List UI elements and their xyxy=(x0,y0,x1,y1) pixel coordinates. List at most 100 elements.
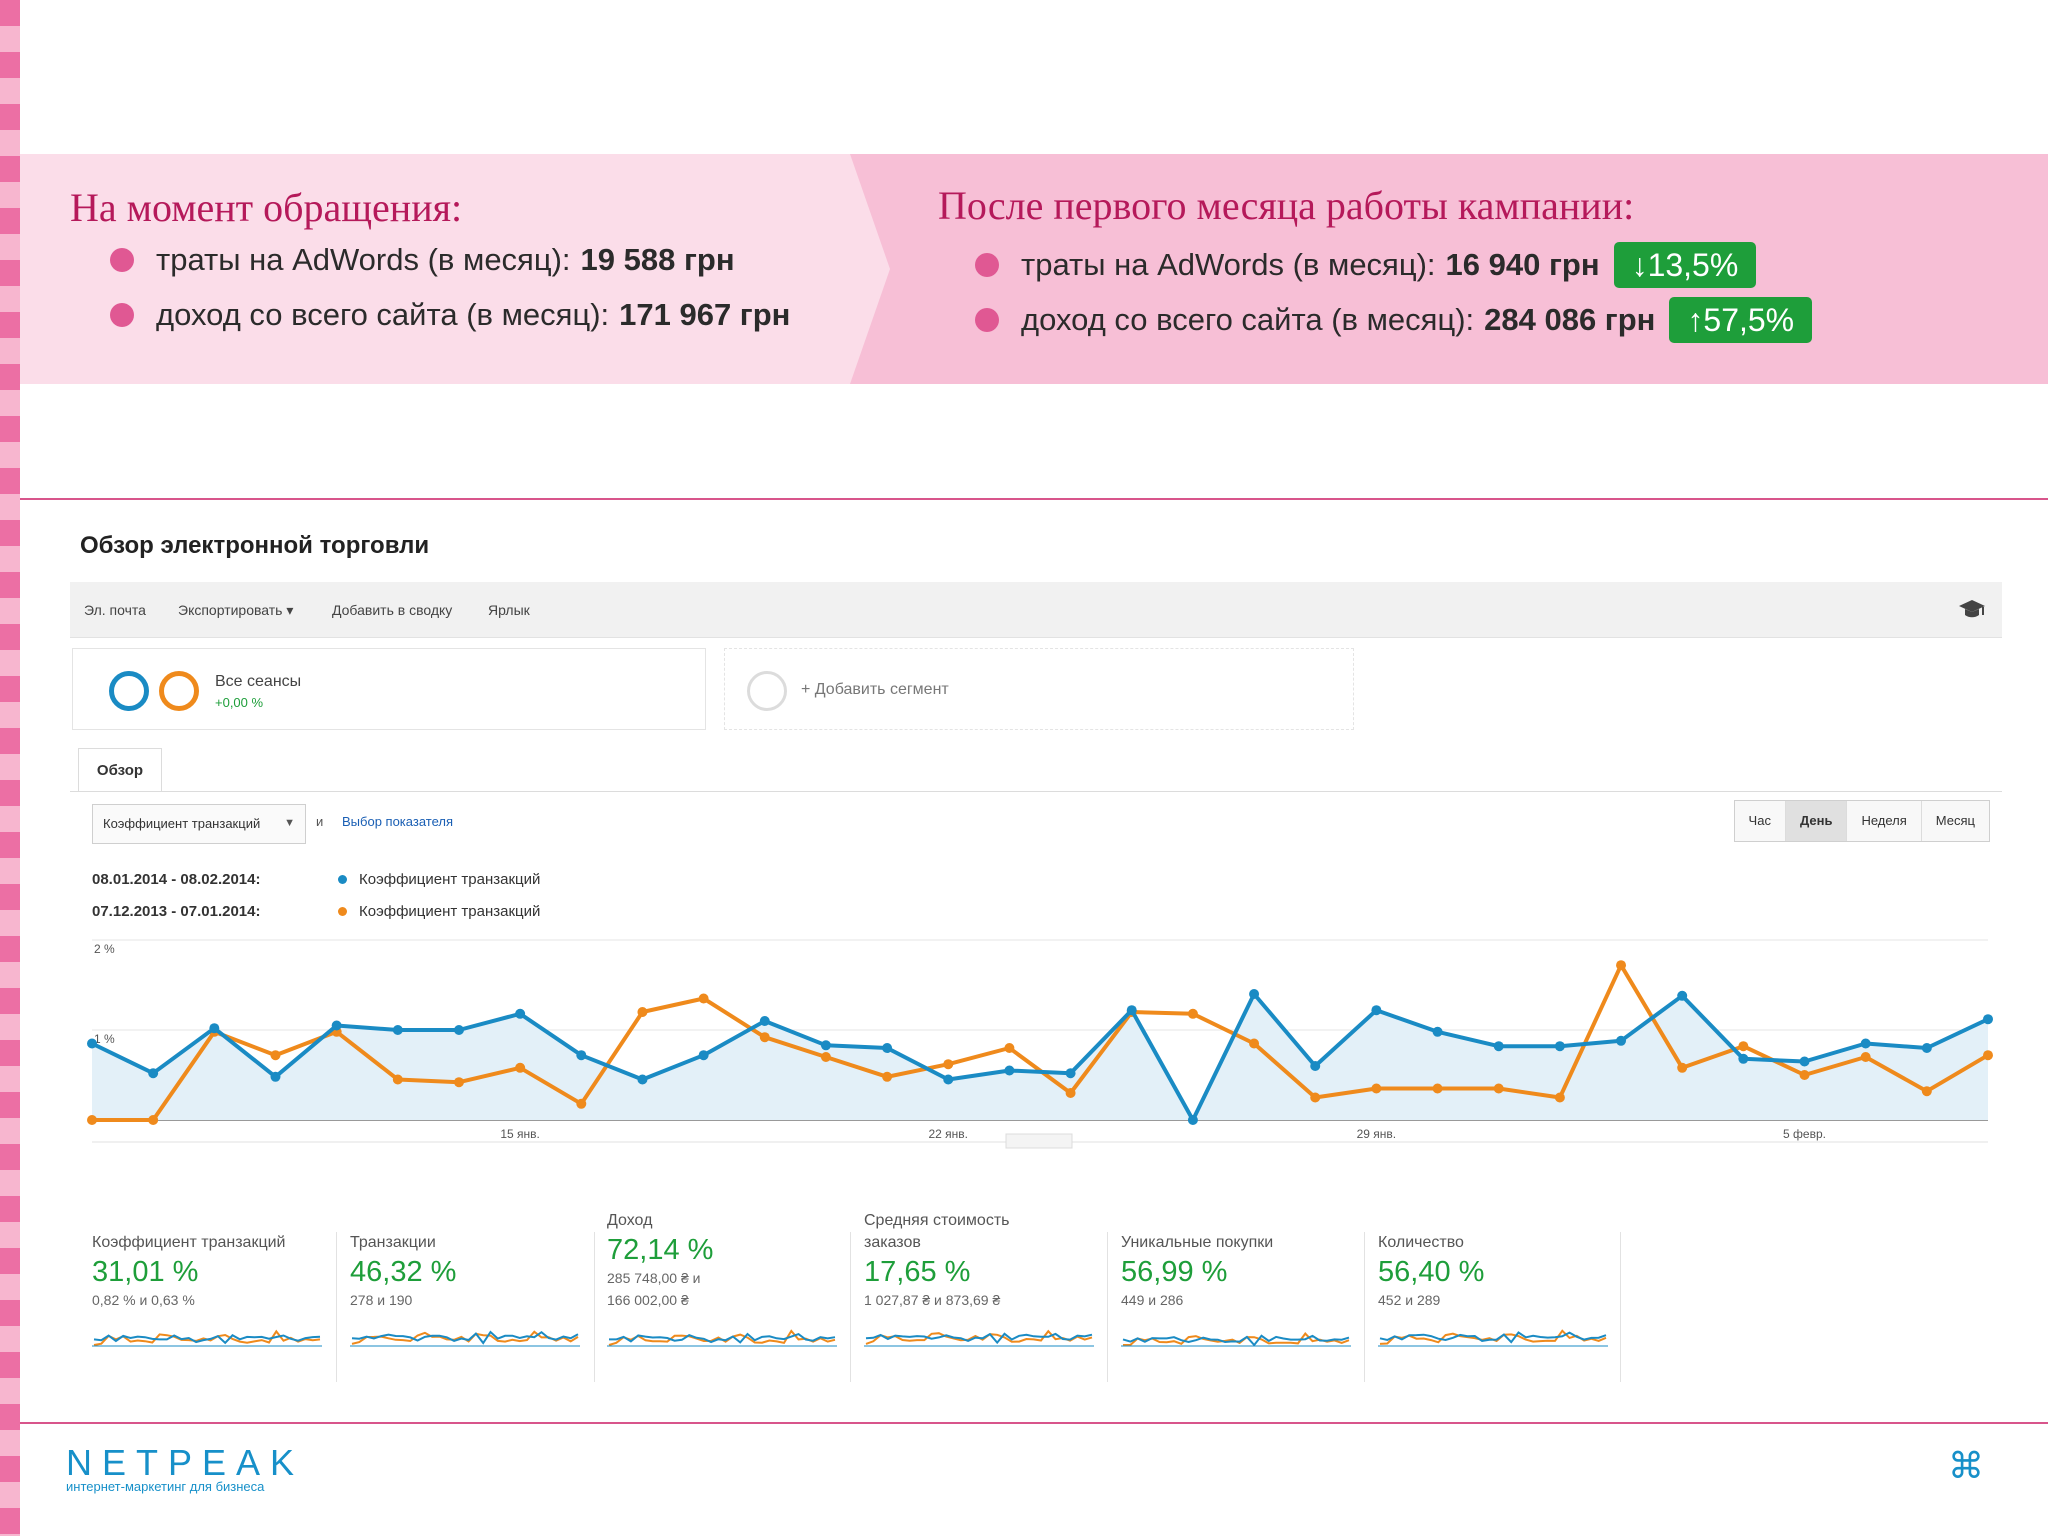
chart-resize-handle[interactable] xyxy=(1005,1133,1073,1149)
select-metric-link[interactable]: Выбор показателя xyxy=(342,814,453,829)
data-point-current[interactable] xyxy=(1249,989,1260,999)
stripe-cell xyxy=(0,1144,20,1170)
data-point-current[interactable] xyxy=(1065,1068,1076,1079)
metric-conversion-rate[interactable]: Коэффициент транзакций 31,01 % 0,82 % и … xyxy=(92,1210,342,1370)
metric-value: 56,40 % xyxy=(1378,1256,1485,1288)
data-point-previous[interactable] xyxy=(1677,1062,1688,1073)
x-tick-label: 5 февр. xyxy=(1783,1127,1826,1141)
stripe-cell xyxy=(0,572,20,598)
data-point-current[interactable] xyxy=(1860,1038,1871,1049)
add-segment-box[interactable]: + Добавить сегмент xyxy=(724,648,1354,730)
data-point-previous[interactable] xyxy=(576,1098,587,1109)
data-point-previous[interactable] xyxy=(882,1071,893,1082)
data-point-current[interactable] xyxy=(515,1008,526,1019)
data-point-current[interactable] xyxy=(1983,1014,1993,1025)
data-point-current[interactable] xyxy=(1310,1061,1321,1071)
stripe-cell xyxy=(0,884,20,910)
bullet-icon xyxy=(110,248,134,272)
data-point-previous[interactable] xyxy=(1616,960,1627,971)
stripe-cell xyxy=(0,520,20,546)
metric-comparison: 1 027,87 ₴ и 873,69 ₴ xyxy=(864,1292,1001,1308)
data-point-previous[interactable] xyxy=(1004,1043,1015,1053)
add-to-dashboard-button[interactable]: Добавить в сводку xyxy=(332,602,453,618)
data-point-current[interactable] xyxy=(331,1020,342,1031)
data-point-current[interactable] xyxy=(1187,1115,1198,1125)
data-point-current[interactable] xyxy=(453,1025,464,1035)
period-day-button[interactable]: День xyxy=(1784,801,1847,841)
sparkline-current xyxy=(351,1330,579,1345)
data-point-previous[interactable] xyxy=(1799,1070,1810,1080)
data-point-current[interactable] xyxy=(1677,990,1688,1001)
ecommerce-report: Обзор электронной торговли Эл. почта Экс… xyxy=(68,520,2002,1382)
data-point-previous[interactable] xyxy=(270,1050,281,1061)
data-point-current[interactable] xyxy=(270,1071,281,1082)
data-point-previous[interactable] xyxy=(1554,1092,1565,1103)
data-point-current[interactable] xyxy=(882,1043,893,1053)
before-revenue-label: доход со всего сайта (в месяц): xyxy=(156,297,610,332)
tab-overview[interactable]: Обзор xyxy=(78,748,162,792)
sparkline-previous xyxy=(1123,1332,1350,1346)
email-button[interactable]: Эл. почта xyxy=(84,602,146,618)
data-point-previous[interactable] xyxy=(1983,1050,1993,1061)
data-point-previous[interactable] xyxy=(87,1115,97,1125)
data-point-previous[interactable] xyxy=(515,1062,526,1073)
data-point-current[interactable] xyxy=(943,1074,954,1085)
data-point-current[interactable] xyxy=(820,1040,831,1051)
metric-average-order-value[interactable]: Средняя стоимость заказов 17,65 % 1 027,… xyxy=(864,1210,1114,1370)
data-point-previous[interactable] xyxy=(1371,1083,1382,1094)
metric-unique-purchases[interactable]: Уникальные покупки 56,99 % 449 и 286 xyxy=(1121,1210,1371,1370)
data-point-previous[interactable] xyxy=(698,993,709,1004)
stripe-cell xyxy=(0,728,20,754)
data-point-current[interactable] xyxy=(1921,1043,1932,1053)
bullet-icon xyxy=(110,303,134,327)
data-point-previous[interactable] xyxy=(392,1074,403,1085)
period-month-button[interactable]: Месяц xyxy=(1920,801,1989,841)
data-point-previous[interactable] xyxy=(1860,1052,1871,1062)
data-point-previous[interactable] xyxy=(1310,1092,1321,1103)
data-point-current[interactable] xyxy=(1126,1005,1137,1016)
data-point-previous[interactable] xyxy=(1738,1041,1749,1052)
data-point-current[interactable] xyxy=(759,1016,770,1026)
metric-revenue[interactable]: Доход 72,14 % 285 748,00 ₴ и 166 002,00 … xyxy=(607,1210,857,1370)
data-point-previous[interactable] xyxy=(1065,1088,1076,1098)
period-week-button[interactable]: Неделя xyxy=(1846,801,1921,841)
data-point-current[interactable] xyxy=(576,1050,587,1061)
legend-previous-dates: 07.12.2013 - 07.01.2014: xyxy=(92,903,261,920)
data-point-previous[interactable] xyxy=(1249,1038,1260,1049)
metric-quantity[interactable]: Количество 56,40 % 452 и 289 xyxy=(1378,1210,1628,1370)
metric-select[interactable]: Коэффициент транзакций ▼ xyxy=(92,804,306,844)
data-point-previous[interactable] xyxy=(820,1052,831,1062)
data-point-previous[interactable] xyxy=(1187,1008,1198,1019)
period-hour-button[interactable]: Час xyxy=(1734,801,1785,841)
before-spend-label: траты на AdWords (в месяц): xyxy=(156,242,571,277)
export-button[interactable]: Экспортировать ▾ xyxy=(178,602,294,618)
data-point-current[interactable] xyxy=(87,1038,97,1049)
data-point-current[interactable] xyxy=(637,1074,648,1085)
data-point-previous[interactable] xyxy=(637,1007,648,1017)
data-point-current[interactable] xyxy=(1554,1041,1565,1052)
data-point-previous[interactable] xyxy=(1921,1086,1932,1097)
data-point-current[interactable] xyxy=(209,1023,220,1034)
data-point-previous[interactable] xyxy=(943,1059,954,1070)
add-segment-label: + Добавить сегмент xyxy=(801,681,949,698)
data-point-previous[interactable] xyxy=(1493,1083,1504,1094)
data-point-previous[interactable] xyxy=(148,1115,159,1125)
data-point-current[interactable] xyxy=(1493,1041,1504,1052)
data-point-previous[interactable] xyxy=(453,1077,464,1088)
data-point-current[interactable] xyxy=(1738,1053,1749,1064)
data-point-current[interactable] xyxy=(1432,1026,1443,1037)
data-point-current[interactable] xyxy=(392,1025,403,1035)
data-point-current[interactable] xyxy=(1004,1065,1015,1076)
metric-transactions[interactable]: Транзакции 46,32 % 278 и 190 xyxy=(350,1210,600,1370)
chevron-down-icon: ▼ xyxy=(284,817,295,829)
data-point-current[interactable] xyxy=(698,1050,709,1061)
data-point-current[interactable] xyxy=(1616,1035,1627,1046)
data-point-previous[interactable] xyxy=(1432,1083,1443,1094)
graduation-cap-icon[interactable] xyxy=(1958,596,1986,622)
data-point-previous[interactable] xyxy=(759,1032,770,1043)
data-point-current[interactable] xyxy=(1371,1005,1382,1016)
segment-all-sessions[interactable]: Все сеансы +0,00 % xyxy=(72,648,706,730)
data-point-current[interactable] xyxy=(1799,1056,1810,1067)
shortcut-button[interactable]: Ярлык xyxy=(488,602,530,618)
data-point-current[interactable] xyxy=(148,1068,159,1079)
